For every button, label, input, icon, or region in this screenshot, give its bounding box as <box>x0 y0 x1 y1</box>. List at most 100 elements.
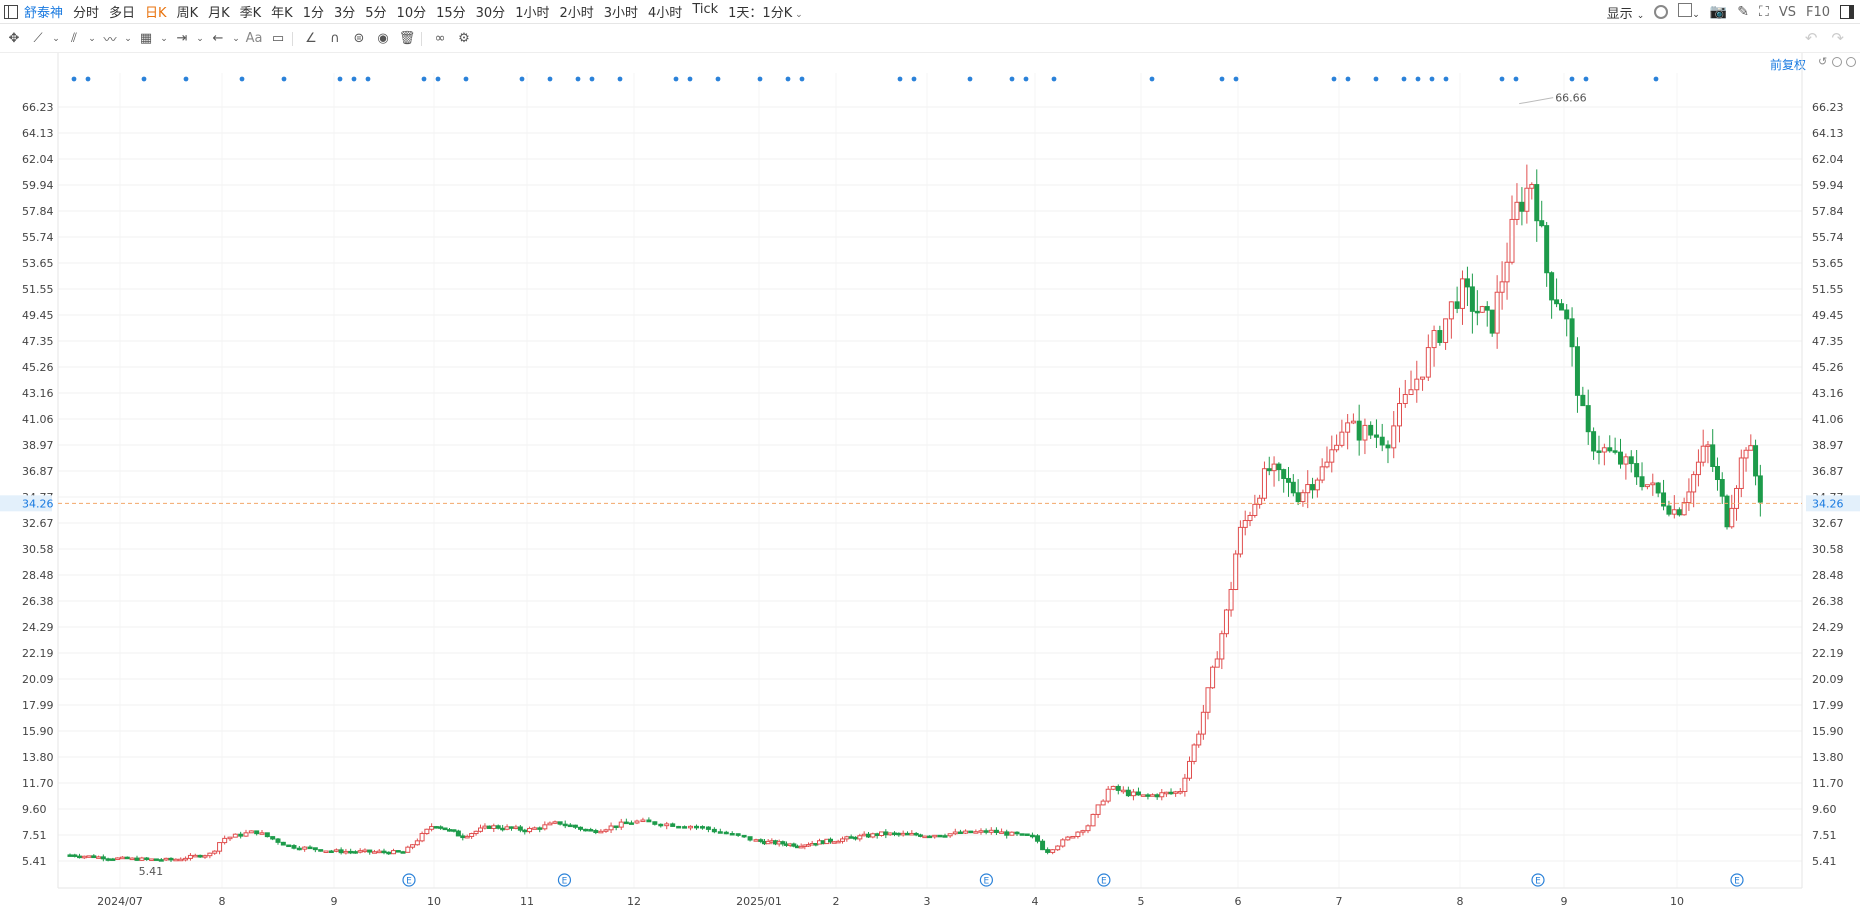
candle-body <box>1314 479 1320 491</box>
undo-icon[interactable]: ↶ <box>1804 29 1818 47</box>
chevron-down-icon[interactable]: ⌄ <box>88 33 96 44</box>
zoom-out-icon[interactable] <box>1832 57 1842 67</box>
candle-body <box>993 829 999 833</box>
candle-body <box>723 831 729 835</box>
compare-icon[interactable]: ∞ <box>434 31 446 46</box>
y-tick-label-left: 55.74 <box>22 231 54 244</box>
wave-icon[interactable]: 〰 <box>103 33 117 48</box>
tab-period[interactable]: 1天：1分K ⌄ <box>728 6 803 21</box>
y-tick-label-left: 49.45 <box>22 309 54 322</box>
candle-body <box>688 825 694 829</box>
measure-icon[interactable]: ▦ <box>139 31 153 46</box>
angle-icon[interactable]: ∠ <box>305 31 317 46</box>
line-icon[interactable]: ⟋ <box>33 31 43 46</box>
move-icon[interactable]: ✥ <box>8 31 20 46</box>
camera-icon[interactable]: 📷 <box>1709 4 1728 20</box>
tab-period[interactable]: 3小时 <box>603 6 639 21</box>
tab-period[interactable]: 1小时 <box>515 6 550 21</box>
candle-body <box>676 825 682 829</box>
chevron-down-icon[interactable]: ⌄ <box>232 33 240 44</box>
toolbar-settings-icon[interactable]: ⚙ <box>458 31 470 46</box>
candlestick-chart[interactable]: 66.23 66.23 64.13 64.13 62.04 62.04 59.94 59.94… <box>0 53 1860 918</box>
display-menu[interactable]: 显示 ⌄ <box>1606 6 1645 22</box>
candle-body <box>1448 301 1454 320</box>
candle-body <box>1281 469 1287 479</box>
eye-icon[interactable]: ◉ <box>377 31 389 46</box>
reset-icon[interactable]: ↺ <box>1818 55 1828 68</box>
fullscreen-icon[interactable]: ⛶ <box>1759 4 1769 20</box>
tab-period[interactable]: 分时 <box>73 6 100 21</box>
candle-body <box>318 849 324 852</box>
y-tick-label-left: 36.87 <box>22 465 54 478</box>
sidebar-toggle-icon[interactable] <box>4 4 18 19</box>
candle-body <box>1474 310 1480 314</box>
candle-body <box>1529 184 1535 189</box>
tab-period[interactable]: 多日 <box>109 6 136 21</box>
tab-period[interactable]: 10分 <box>396 6 427 21</box>
tab-period[interactable]: Tick <box>692 2 719 17</box>
candle-body <box>482 825 488 829</box>
tab-period[interactable]: 2小时 <box>559 6 594 21</box>
y-tick-label-right: 43.16 <box>1812 387 1844 400</box>
event-marker-label: E <box>1734 877 1740 887</box>
tab-period[interactable]: 5分 <box>365 6 387 21</box>
candle-body <box>1247 514 1253 522</box>
magnet-icon[interactable]: ∩ <box>330 31 340 46</box>
tab-period[interactable]: 3分 <box>333 6 356 21</box>
chevron-down-icon[interactable]: ⌄ <box>52 33 60 44</box>
candle-body <box>1676 509 1682 516</box>
channel-icon[interactable]: ⫽ <box>71 31 77 46</box>
event-marker-label: E <box>562 877 568 887</box>
tab-period[interactable]: 季K <box>239 6 262 21</box>
y-tick-label-right: 24.29 <box>1812 621 1844 634</box>
candle-body <box>1233 553 1239 590</box>
candle-body <box>628 822 634 825</box>
f10-button[interactable]: F10 <box>1805 4 1830 20</box>
redo-icon[interactable]: ↷ <box>1831 29 1844 47</box>
zoom-in-icon[interactable] <box>1846 57 1856 67</box>
tab-period[interactable]: 4小时 <box>648 6 683 21</box>
candle-body <box>542 824 548 830</box>
chevron-down-icon[interactable]: ⌄ <box>160 33 168 44</box>
candle-body <box>254 830 260 835</box>
y-tick-label-right: 66.23 <box>1812 101 1844 114</box>
candle-body <box>217 842 223 852</box>
layout-menu[interactable]: ⌄ <box>1678 3 1700 21</box>
signal-dot <box>1583 76 1589 82</box>
tab-period[interactable]: 年K <box>271 6 293 21</box>
candle-body <box>1700 445 1706 463</box>
adjust-label[interactable]: 前复权 <box>1769 58 1806 72</box>
panel-toggle-icon[interactable] <box>1840 5 1854 19</box>
candle-body <box>362 849 368 853</box>
candle-body <box>460 835 466 839</box>
range-icon[interactable]: ⇥ <box>176 31 188 46</box>
chevron-down-icon[interactable]: ⌄ <box>124 33 132 44</box>
candle-body <box>874 833 880 836</box>
stock-name[interactable]: 舒泰神 <box>24 6 64 21</box>
chevron-down-icon[interactable]: ⌄ <box>196 33 204 44</box>
signal-dot <box>1023 76 1029 82</box>
candle-body <box>296 847 302 851</box>
candle-body <box>1373 434 1379 438</box>
tab-period[interactable]: 30分 <box>475 6 506 21</box>
tab-period[interactable]: 1分 <box>302 6 324 21</box>
tab-period[interactable]: 日K <box>145 6 167 21</box>
tab-period[interactable]: 15分 <box>436 6 466 21</box>
candle-body <box>1623 456 1629 465</box>
x-tick-label: 8 <box>219 895 226 908</box>
tab-period[interactable]: 周K <box>176 6 199 21</box>
trash-icon[interactable]: 🗑 <box>398 31 416 46</box>
ruler-icon[interactable]: ⊜ <box>353 31 365 46</box>
settings-icon[interactable] <box>1654 5 1669 19</box>
comment-icon[interactable]: ▭ <box>271 31 285 46</box>
vs-button[interactable]: VS <box>1778 4 1796 20</box>
candle-body <box>1173 791 1179 794</box>
arrow-icon[interactable]: ← <box>212 31 224 46</box>
pen-icon[interactable]: ✎ <box>1737 4 1749 20</box>
candle-body <box>1639 476 1645 488</box>
candle-body <box>227 836 233 840</box>
candle-body <box>1115 785 1121 791</box>
text-icon[interactable]: Aa <box>245 31 263 46</box>
event-marker-icon <box>1730 873 1744 887</box>
tab-period[interactable]: 月K <box>208 6 230 21</box>
